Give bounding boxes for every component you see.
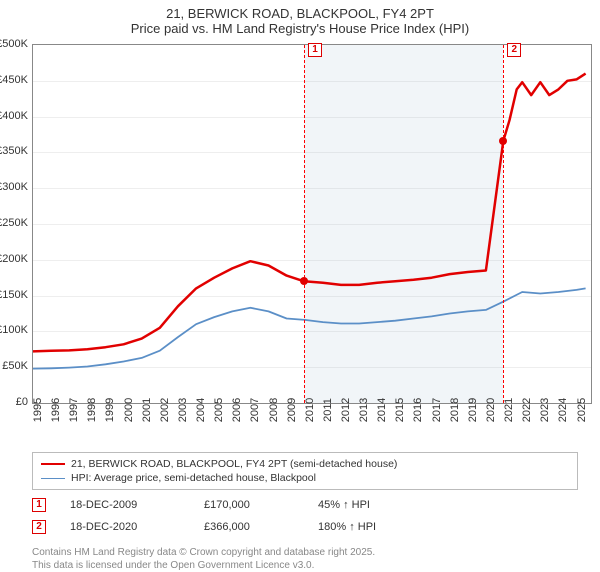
x-tick-label: 2004 — [195, 398, 207, 422]
x-tick-label: 2007 — [249, 398, 261, 422]
legend-label: HPI: Average price, semi-detached house,… — [71, 472, 316, 484]
x-tick-label: 2001 — [141, 398, 153, 422]
transaction-price: £366,000 — [204, 521, 294, 533]
legend-row: 21, BERWICK ROAD, BLACKPOOL, FY4 2PT (se… — [41, 457, 569, 471]
footer-line2: This data is licensed under the Open Gov… — [32, 559, 588, 572]
legend-swatch — [41, 478, 65, 479]
y-tick-label: £150K — [0, 289, 28, 301]
title-sub: Price paid vs. HM Land Registry's House … — [0, 21, 600, 36]
x-tick-label: 2006 — [231, 398, 243, 422]
x-tick-label: 2005 — [213, 398, 225, 422]
transaction-date: 18-DEC-2009 — [70, 499, 180, 511]
x-tick-label: 2012 — [340, 398, 352, 422]
x-tick-label: 2014 — [376, 398, 388, 422]
title-main: 21, BERWICK ROAD, BLACKPOOL, FY4 2PT — [0, 6, 600, 21]
legend: 21, BERWICK ROAD, BLACKPOOL, FY4 2PT (se… — [32, 452, 578, 490]
transaction-pct: 45% ↑ HPI — [318, 499, 370, 511]
footer: Contains HM Land Registry data © Crown c… — [32, 546, 588, 572]
x-tick-label: 2021 — [503, 398, 515, 422]
legend-swatch — [41, 463, 65, 465]
x-tick-label: 2002 — [159, 398, 171, 422]
legend-label: 21, BERWICK ROAD, BLACKPOOL, FY4 2PT (se… — [71, 458, 397, 470]
transaction-row: 1 18-DEC-2009 £170,000 45% ↑ HPI — [32, 494, 578, 516]
footer-line1: Contains HM Land Registry data © Crown c… — [32, 546, 588, 559]
x-tick-label: 2017 — [431, 398, 443, 422]
y-tick-label: £0 — [16, 396, 28, 408]
line-series — [33, 45, 591, 403]
x-tick-label: 1995 — [32, 398, 44, 422]
x-tick-label: 2019 — [467, 398, 479, 422]
y-tick-label: £400K — [0, 110, 28, 122]
x-tick-label: 2008 — [268, 398, 280, 422]
y-tick-label: £100K — [0, 324, 28, 336]
event-vline — [304, 45, 305, 403]
y-tick-label: £500K — [0, 38, 28, 50]
y-tick-label: £450K — [0, 74, 28, 86]
x-tick-label: 2011 — [322, 398, 334, 422]
transaction-pct: 180% ↑ HPI — [318, 521, 376, 533]
data-point — [300, 277, 308, 285]
event-vline — [503, 45, 504, 403]
x-tick-label: 2000 — [123, 398, 135, 422]
transaction-marker: 1 — [32, 498, 46, 512]
y-tick-label: £250K — [0, 217, 28, 229]
chart-container: 21, BERWICK ROAD, BLACKPOOL, FY4 2PT Pri… — [0, 0, 600, 560]
transactions-table: 1 18-DEC-2009 £170,000 45% ↑ HPI 2 18-DEC-202… — [32, 494, 578, 538]
x-tick-label: 2018 — [449, 398, 461, 422]
x-tick-label: 2016 — [412, 398, 424, 422]
chart-area: 12 £0£50K£100K£150K£200K£250K£300K£350K£… — [32, 44, 592, 426]
y-tick-label: £50K — [2, 360, 28, 372]
transaction-date: 18-DEC-2020 — [70, 521, 180, 533]
x-tick-label: 1997 — [68, 398, 80, 422]
x-tick-label: 2025 — [576, 398, 588, 422]
data-point — [499, 137, 507, 145]
transaction-marker: 2 — [32, 520, 46, 534]
x-tick-label: 1996 — [50, 398, 62, 422]
x-tick-label: 2015 — [394, 398, 406, 422]
plot: 12 — [32, 44, 592, 404]
x-tick-label: 2024 — [557, 398, 569, 422]
x-tick-label: 2020 — [485, 398, 497, 422]
event-marker: 1 — [308, 43, 322, 57]
x-tick-label: 2010 — [304, 398, 316, 422]
x-tick-label: 2003 — [177, 398, 189, 422]
legend-row: HPI: Average price, semi-detached house,… — [41, 471, 569, 485]
x-tick-label: 2013 — [358, 398, 370, 422]
transaction-price: £170,000 — [204, 499, 294, 511]
event-marker: 2 — [507, 43, 521, 57]
x-tick-label: 1999 — [104, 398, 116, 422]
x-tick-label: 2022 — [521, 398, 533, 422]
y-tick-label: £200K — [0, 253, 28, 265]
title-block: 21, BERWICK ROAD, BLACKPOOL, FY4 2PT Pri… — [0, 0, 600, 40]
x-tick-label: 1998 — [86, 398, 98, 422]
y-tick-label: £300K — [0, 181, 28, 193]
x-tick-label: 2009 — [286, 398, 298, 422]
y-tick-label: £350K — [0, 145, 28, 157]
x-tick-label: 2023 — [539, 398, 551, 422]
transaction-row: 2 18-DEC-2020 £366,000 180% ↑ HPI — [32, 516, 578, 538]
